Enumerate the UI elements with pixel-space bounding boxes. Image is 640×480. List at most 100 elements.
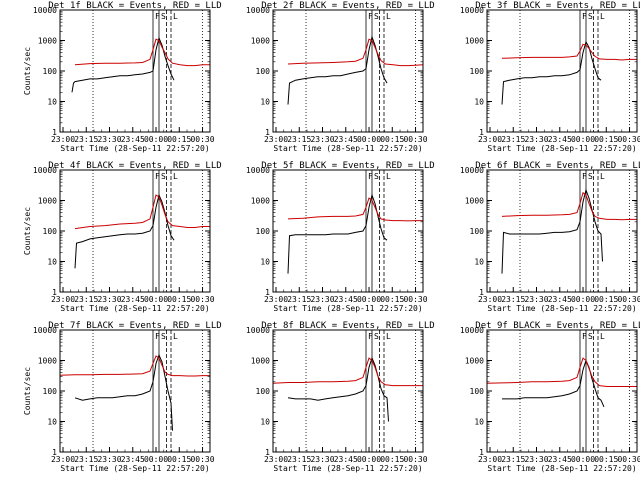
- x-axis-label: Start Time (28-Sep-11 22:57:20): [60, 464, 209, 473]
- marker-annotation: L: [600, 332, 605, 341]
- x-tick-label: 23:45: [548, 455, 572, 464]
- marker-annotation: F: [155, 172, 160, 181]
- marker-annotation: F: [582, 12, 587, 21]
- x-tick-label: 00:00: [357, 295, 381, 304]
- x-axis-label: Start Time (28-Sep-11 22:57:20): [487, 144, 636, 153]
- x-tick-label: 23:00: [51, 295, 75, 304]
- marker-annotation: S: [161, 172, 166, 181]
- x-tick-label: 23:30: [97, 135, 121, 144]
- x-tick-label: 23:45: [121, 295, 145, 304]
- marker-annotation: F: [155, 12, 160, 21]
- plot-frame: [486, 9, 638, 133]
- x-tick-label: 00:30: [403, 455, 427, 464]
- y-tick-label: 10: [260, 258, 270, 267]
- series-line-lld: [486, 357, 637, 387]
- series-line-events: [287, 356, 389, 422]
- x-tick-label: 23:00: [51, 135, 75, 144]
- y-tick-label: 1000: [38, 197, 57, 206]
- x-tick-label: 23:45: [548, 135, 572, 144]
- marker-annotation: F: [155, 332, 160, 341]
- x-axis-label: Start Time (28-Sep-11 22:57:20): [273, 304, 422, 313]
- marker-annotation: L: [386, 332, 391, 341]
- x-tick-label: 23:30: [97, 455, 121, 464]
- x-tick-label: 23:15: [287, 135, 311, 144]
- series-line-events: [74, 353, 173, 431]
- x-tick-label: 23:30: [310, 135, 334, 144]
- x-tick-label: 00:30: [190, 455, 214, 464]
- y-axis-label: Counts/sec: [23, 207, 32, 255]
- plot-frame: [272, 9, 424, 133]
- y-tick-label: 10000: [460, 6, 484, 15]
- x-tick-label: 23:30: [310, 295, 334, 304]
- x-tick-label: 00:15: [167, 295, 191, 304]
- x-tick-label: 23:30: [524, 135, 548, 144]
- x-tick-label: 23:15: [501, 455, 525, 464]
- plot-frame: [486, 329, 638, 453]
- series-line-lld: [59, 355, 210, 377]
- x-tick-label: 23:00: [478, 295, 502, 304]
- series-line-lld: [74, 38, 210, 67]
- y-tick-label: 10000: [246, 6, 270, 15]
- chart-title: Det 5f BLACK = Events, RED = LLD: [261, 161, 434, 171]
- x-tick-label: 23:45: [121, 455, 145, 464]
- marker-annotation: S: [161, 12, 166, 21]
- x-tick-label: 00:00: [571, 295, 595, 304]
- y-tick-label: 1000: [251, 37, 270, 46]
- x-tick-label: 23:15: [501, 295, 525, 304]
- y-tick-label: 10000: [33, 166, 57, 175]
- chart-title: Det 7f BLACK = Events, RED = LLD: [48, 321, 221, 331]
- x-tick-label: 23:15: [74, 455, 98, 464]
- x-axis-label: Start Time (28-Sep-11 22:57:20): [487, 304, 636, 313]
- y-tick-label: 10: [474, 418, 484, 427]
- y-tick-label: 100: [470, 387, 485, 396]
- x-tick-label: 00:00: [144, 455, 168, 464]
- x-axis-label: Start Time (28-Sep-11 22:57:20): [487, 464, 636, 473]
- x-tick-label: 23:15: [74, 135, 98, 144]
- x-tick-label: 23:30: [310, 455, 334, 464]
- chart-title: Det 3f BLACK = Events, RED = LLD: [475, 1, 640, 11]
- y-tick-label: 100: [43, 227, 58, 236]
- x-tick-label: 00:15: [594, 135, 618, 144]
- marker-annotation: L: [173, 12, 178, 21]
- x-tick-label: 00:30: [617, 295, 640, 304]
- marker-annotation: F: [368, 12, 373, 21]
- y-tick-label: 1000: [251, 357, 270, 366]
- y-tick-label: 10: [47, 418, 57, 427]
- marker-annotation: L: [386, 172, 391, 181]
- x-tick-label: 23:45: [334, 135, 358, 144]
- chart-title: Det 9f BLACK = Events, RED = LLD: [475, 321, 640, 331]
- y-tick-label: 100: [43, 67, 58, 76]
- y-tick-label: 1: [265, 288, 270, 297]
- plot-frame: [486, 169, 638, 293]
- marker-annotation: L: [600, 12, 605, 21]
- y-axis-label: Counts/sec: [23, 367, 32, 415]
- y-tick-label: 1000: [38, 37, 57, 46]
- series-line-events: [74, 193, 175, 269]
- series-line-lld: [272, 357, 423, 387]
- marker-annotation: L: [386, 12, 391, 21]
- x-tick-label: 23:00: [478, 455, 502, 464]
- marker-annotation: F: [582, 172, 587, 181]
- series-line-events: [71, 36, 175, 93]
- x-tick-label: 23:00: [51, 455, 75, 464]
- x-tick-label: 23:15: [287, 455, 311, 464]
- y-tick-label: 1: [265, 128, 270, 137]
- x-tick-label: 23:30: [97, 295, 121, 304]
- x-tick-label: 00:00: [571, 455, 595, 464]
- x-tick-label: 00:15: [594, 295, 618, 304]
- x-tick-label: 00:00: [144, 295, 168, 304]
- marker-annotation: S: [374, 172, 379, 181]
- series-line-lld: [501, 191, 637, 221]
- y-tick-label: 1000: [38, 357, 57, 366]
- series-line-lld: [74, 194, 210, 230]
- chart-title: Det 2f BLACK = Events, RED = LLD: [261, 1, 434, 11]
- x-tick-label: 00:15: [167, 455, 191, 464]
- x-tick-label: 23:45: [121, 135, 145, 144]
- x-tick-label: 23:15: [501, 135, 525, 144]
- y-tick-label: 1: [52, 288, 57, 297]
